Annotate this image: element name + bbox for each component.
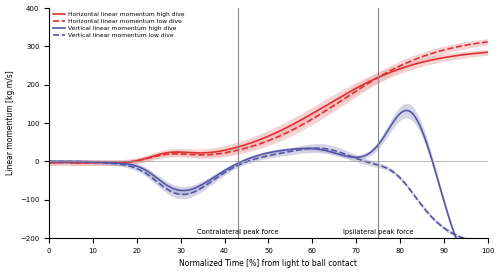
Legend: Horizontal linear momentum high dive, Horizontal linear momentum low dive, Verti: Horizontal linear momentum high dive, Ho… [52,11,186,39]
Text: Ipsilateral peak force: Ipsilateral peak force [343,230,413,235]
X-axis label: Normalized Time [%] from light to ball contact: Normalized Time [%] from light to ball c… [180,259,358,269]
Y-axis label: Linear momentum [kg.m/s]: Linear momentum [kg.m/s] [6,71,15,175]
Text: Contralateral peak force: Contralateral peak force [197,230,278,235]
